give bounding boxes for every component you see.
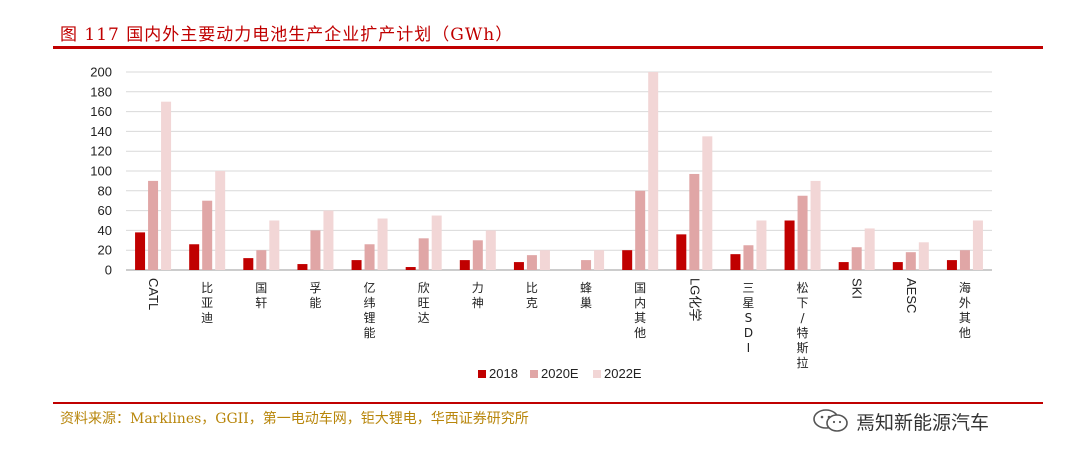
bar-2018: [676, 234, 687, 270]
x-tick-label: 三星 S D I: [742, 281, 754, 355]
bar-2020E: [418, 238, 429, 270]
bar-2020E: [581, 260, 592, 270]
x-tick-label: 力神: [472, 281, 484, 310]
bar-2022E: [485, 230, 496, 270]
bar-2018: [730, 254, 741, 270]
bar-2022E: [810, 180, 821, 270]
bar-2018: [135, 232, 146, 270]
bar-2022E: [161, 101, 172, 270]
y-tick-label: 180: [90, 84, 112, 99]
bar-2020E: [851, 247, 862, 270]
legend-label: 2020E: [541, 366, 579, 381]
figure-title: 图 117 国内外主要动力电池生产企业扩产计划（GWh）: [60, 25, 514, 45]
bar-2020E: [905, 252, 916, 270]
wechat-icon: [813, 409, 848, 432]
x-tick-label: 国内其他: [634, 281, 646, 340]
y-tick-label: 40: [98, 223, 112, 238]
bar-2020E: [635, 190, 646, 270]
bar-2020E: [689, 173, 700, 270]
bar-2018: [838, 262, 849, 270]
bar-2020E: [797, 195, 808, 270]
legend-label: 2022E: [604, 366, 642, 381]
bar-2020E: [959, 250, 970, 270]
bar-2020E: [310, 230, 321, 270]
footer-rule: [53, 402, 1043, 404]
bar-2022E: [648, 72, 659, 270]
bar-2020E: [743, 245, 754, 270]
bar-2020E: [256, 250, 267, 270]
bar-2018: [459, 260, 470, 270]
bar-2018: [243, 258, 254, 270]
bar-2018: [892, 262, 903, 270]
x-tick-label: 松下/特斯拉: [797, 281, 809, 370]
y-tick-label: 20: [98, 243, 112, 258]
y-tick-label: 80: [98, 183, 112, 198]
bar-2018: [297, 264, 308, 270]
bar-2018: [946, 260, 957, 270]
x-tick-label: 欣旺达: [418, 281, 430, 325]
legend-swatch-2020E: [530, 370, 538, 378]
y-tick-label: 0: [105, 263, 112, 278]
x-tick-label: LG化学: [687, 278, 702, 321]
bar-2020E: [202, 200, 213, 270]
bar-chart: 0 20 40 60 80 100 120 140 160 180 200 CATL 比亚迪 国轩 孚能 亿纬…: [90, 65, 992, 381]
bar-2022E: [377, 218, 388, 270]
x-tick-label: CATL: [146, 278, 161, 310]
bar-2020E: [148, 180, 159, 270]
bar-2018: [513, 262, 524, 270]
title-rule: [53, 46, 1043, 49]
x-tick-label: AESC: [904, 278, 919, 313]
bar-2022E: [972, 220, 983, 270]
bar-2022E: [864, 228, 875, 270]
bar-2018: [351, 260, 362, 270]
legend-swatch-2022E: [593, 370, 601, 378]
x-tick-label: 比亚迪: [201, 281, 213, 325]
bar-2022E: [539, 250, 550, 270]
watermark-text: 焉知新能源汽车: [856, 412, 990, 434]
bar-2022E: [594, 250, 605, 270]
bar-2022E: [323, 210, 334, 270]
y-tick-label: 160: [90, 104, 112, 119]
y-tick-label: 140: [90, 124, 112, 139]
watermark: 焉知新能源汽车: [812, 406, 1052, 436]
bar-2022E: [431, 215, 442, 270]
bar-2020E: [364, 244, 375, 270]
y-tick-label: 60: [98, 203, 112, 218]
legend-swatch-2018: [478, 370, 486, 378]
bar-2020E: [472, 240, 483, 270]
x-tick-label: 亿纬锂能: [364, 280, 376, 340]
x-tick-label: 比克: [526, 281, 538, 310]
y-tick-label: 200: [90, 65, 112, 80]
bar-2018: [622, 250, 633, 270]
y-tick-label: 100: [90, 164, 112, 179]
x-tick-label: 孚能: [309, 281, 321, 310]
y-tick-label: 120: [90, 144, 112, 159]
x-tick-label: 海外其他: [959, 280, 971, 340]
x-tick-label: 国轩: [255, 281, 267, 310]
bar-2022E: [215, 171, 226, 270]
bar-2018: [405, 267, 416, 270]
x-tick-label: SKI: [850, 278, 865, 299]
bar-2018: [189, 244, 200, 270]
bar-2022E: [702, 136, 713, 270]
bar-2018: [784, 220, 795, 270]
bar-2022E: [918, 242, 929, 270]
bar-2022E: [269, 220, 280, 270]
source-note: 资料来源：Marklines，GGII，第一电动车网，钜大锂电，华西证券研究所: [60, 411, 529, 427]
bar-2022E: [756, 220, 767, 270]
bar-2020E: [526, 255, 537, 270]
legend-label: 2018: [489, 366, 518, 381]
x-tick-label: 蜂巢: [580, 281, 592, 310]
